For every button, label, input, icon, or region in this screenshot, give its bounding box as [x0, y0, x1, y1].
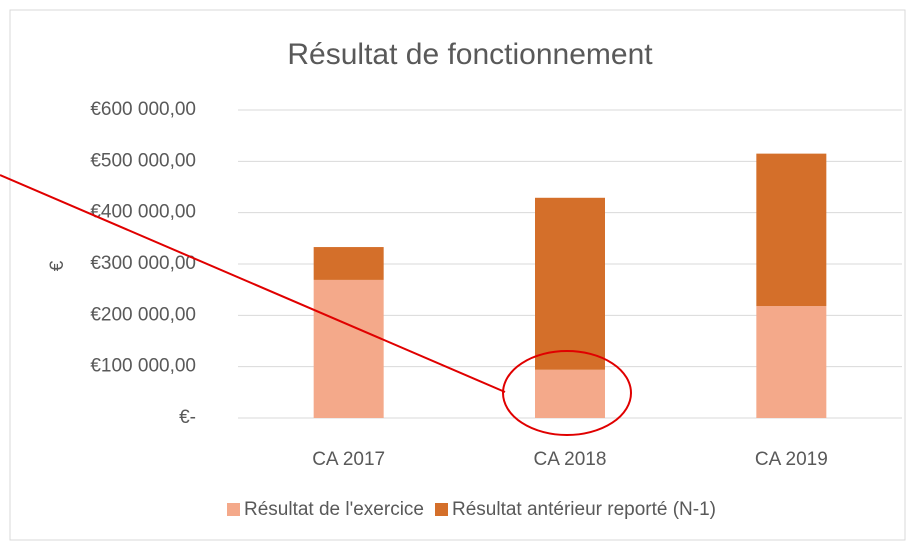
y-tick-label: €100 000,00 [90, 356, 196, 377]
legend-swatch [227, 503, 240, 516]
bar-segment [313, 279, 384, 418]
y-tick-label: €300 000,00 [90, 253, 196, 274]
x-tick-label: CA 2018 [534, 449, 607, 470]
y-tick-label: €500 000,00 [90, 150, 196, 171]
x-tick-label: CA 2017 [312, 449, 385, 470]
y-tick-label: €400 000,00 [90, 202, 196, 223]
y-axis-label: € [47, 260, 68, 271]
bar-segment [535, 369, 605, 418]
y-tick-label: €- [179, 407, 196, 428]
y-tick-label: €200 000,00 [90, 304, 196, 325]
chart-title: Résultat de fonctionnement [287, 38, 653, 71]
legend-label: Résultat de l'exercice [244, 499, 424, 520]
x-tick-label: CA 2019 [755, 449, 828, 470]
bar-segment [756, 153, 827, 307]
y-tick-label: €600 000,00 [90, 99, 196, 120]
bar-segment [756, 306, 827, 418]
bar-segment [313, 247, 384, 280]
annotation-circle [502, 350, 632, 436]
legend-label: Résultat antérieur reporté (N-1) [452, 499, 716, 520]
annotation-line [0, 174, 506, 393]
chart-border [9, 9, 906, 541]
legend-swatch [435, 503, 448, 516]
plot: €- €100 000,00 €200 000,00 €300 000,00 €400 … [90, 99, 902, 520]
bar-segment [535, 197, 605, 370]
